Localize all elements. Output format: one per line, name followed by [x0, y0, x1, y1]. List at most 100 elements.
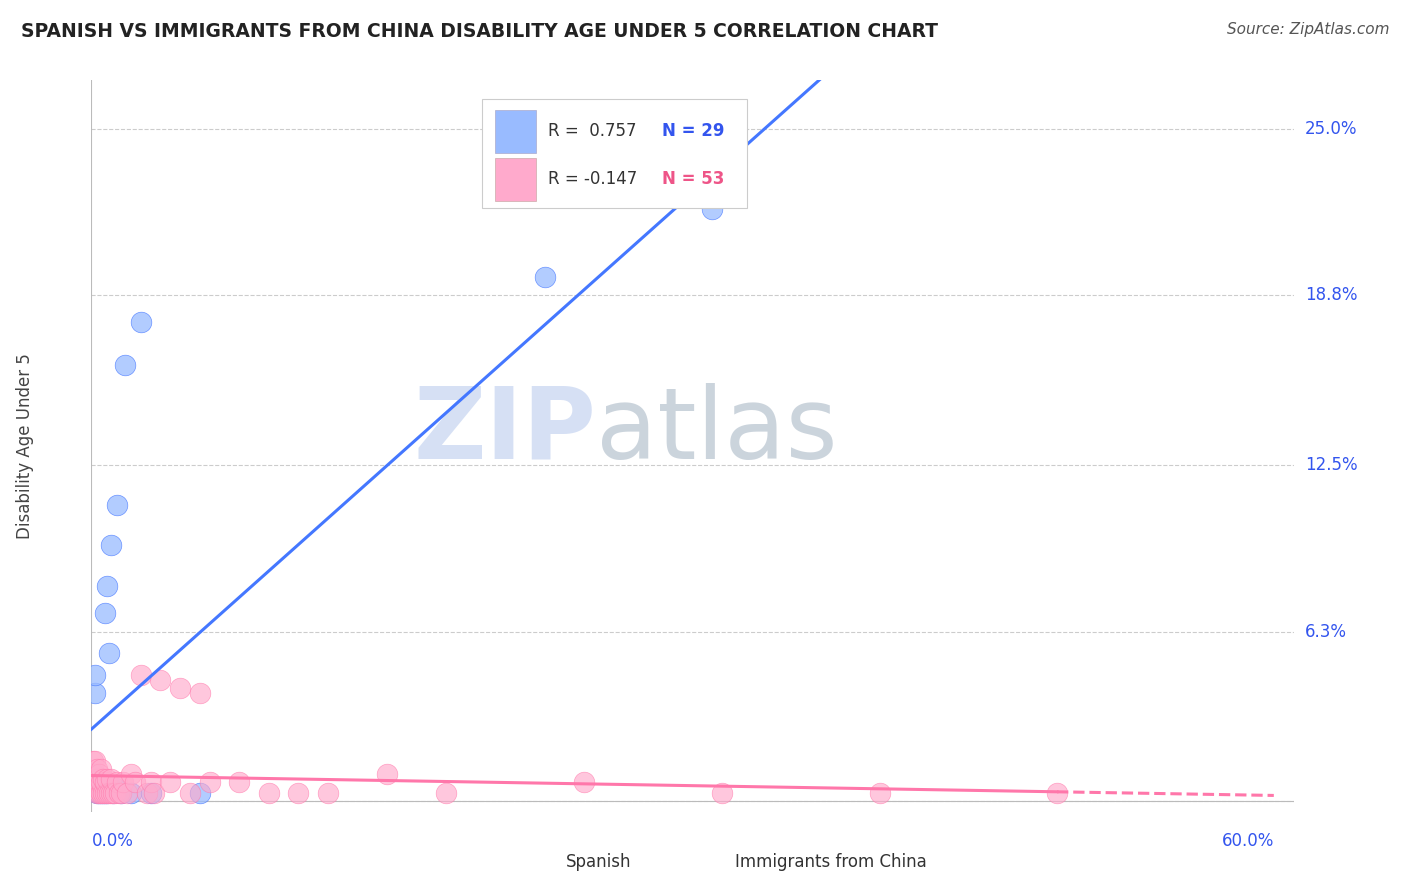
Point [104, 786, 127, 800]
Point [169, 681, 191, 695]
Point [129, 667, 152, 681]
Point [434, 786, 457, 800]
Point [120, 786, 142, 800]
Point [104, 780, 127, 795]
Point [375, 767, 398, 781]
Text: N = 53: N = 53 [662, 169, 724, 188]
Point [257, 786, 280, 800]
Text: 60.0%: 60.0% [1222, 831, 1274, 849]
Point [86, 780, 108, 795]
Point [84, 686, 107, 700]
Point [82, 767, 104, 781]
Text: R =  0.757: R = 0.757 [548, 121, 637, 140]
Point [96, 786, 118, 800]
Text: Source: ZipAtlas.com: Source: ZipAtlas.com [1226, 22, 1389, 37]
Point [89, 786, 111, 800]
Point [90, 762, 112, 776]
Point [100, 786, 122, 800]
Point [188, 686, 211, 700]
Point [139, 775, 162, 789]
Text: SPANISH VS IMMIGRANTS FROM CHINA DISABILITY AGE UNDER 5 CORRELATION CHART: SPANISH VS IMMIGRANTS FROM CHINA DISABIL… [21, 22, 938, 41]
Point [159, 775, 181, 789]
Point [108, 786, 131, 800]
Point [90, 780, 112, 795]
Point [228, 775, 250, 789]
Point [869, 786, 891, 800]
Point [84, 667, 107, 681]
Point [96, 786, 118, 800]
Point [91, 780, 114, 795]
Point [86, 772, 108, 787]
Point [105, 498, 128, 512]
Point [86, 786, 108, 800]
Point [114, 359, 136, 373]
Point [100, 772, 122, 787]
Point [86, 786, 108, 800]
Point [90, 786, 112, 800]
Point [86, 780, 108, 795]
Point [124, 775, 146, 789]
Point [100, 539, 122, 553]
Point [135, 786, 157, 800]
Point [179, 786, 201, 800]
Point [198, 775, 221, 789]
Text: 12.5%: 12.5% [1305, 456, 1357, 474]
Point [91, 786, 114, 800]
Point [139, 786, 162, 800]
Point [287, 786, 309, 800]
FancyBboxPatch shape [522, 846, 557, 879]
Text: Spanish: Spanish [567, 853, 631, 871]
Point [572, 775, 595, 789]
Point [91, 772, 114, 787]
Point [94, 786, 117, 800]
Point [100, 780, 122, 795]
FancyBboxPatch shape [690, 846, 725, 879]
Point [111, 775, 134, 789]
Point [188, 786, 211, 800]
Point [129, 315, 152, 329]
Point [89, 775, 111, 789]
Point [86, 762, 108, 776]
Point [110, 786, 132, 800]
Point [149, 673, 172, 687]
FancyBboxPatch shape [495, 110, 536, 153]
Text: 0.0%: 0.0% [91, 831, 134, 849]
Point [115, 786, 138, 800]
Point [94, 775, 117, 789]
Point [143, 786, 166, 800]
Point [90, 775, 112, 789]
Text: R = -0.147: R = -0.147 [548, 169, 637, 188]
Text: 6.3%: 6.3% [1305, 623, 1347, 640]
Point [98, 646, 121, 660]
Point [110, 786, 132, 800]
Point [96, 772, 118, 787]
Point [90, 786, 112, 800]
Point [82, 767, 104, 781]
Text: N = 29: N = 29 [662, 121, 725, 140]
Point [89, 767, 111, 781]
Point [316, 786, 339, 800]
Point [702, 202, 724, 217]
Point [105, 775, 128, 789]
Text: ZIP: ZIP [413, 383, 596, 480]
Text: Disability Age Under 5: Disability Age Under 5 [17, 353, 34, 539]
Point [84, 754, 107, 768]
Text: 18.8%: 18.8% [1305, 286, 1357, 304]
Point [82, 754, 104, 768]
Text: 25.0%: 25.0% [1305, 120, 1357, 137]
Point [89, 786, 111, 800]
FancyBboxPatch shape [495, 158, 536, 201]
Point [96, 579, 118, 593]
Text: atlas: atlas [596, 383, 838, 480]
Point [91, 786, 114, 800]
Point [89, 780, 111, 795]
Point [94, 606, 117, 620]
Point [84, 767, 107, 781]
Point [94, 786, 117, 800]
Point [533, 269, 555, 284]
Point [84, 780, 107, 795]
Text: Immigrants from China: Immigrants from China [734, 853, 927, 871]
Point [1046, 786, 1069, 800]
Point [711, 786, 734, 800]
Point [101, 786, 124, 800]
